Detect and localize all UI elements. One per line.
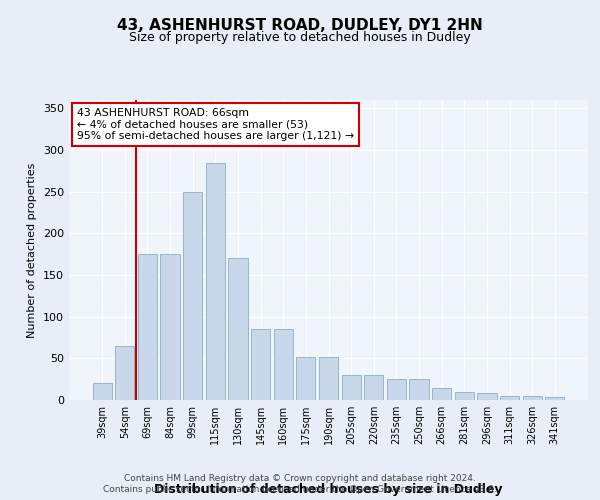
Bar xyxy=(274,329,293,400)
Bar xyxy=(387,379,406,400)
Text: Contains HM Land Registry data © Crown copyright and database right 2024.
Contai: Contains HM Land Registry data © Crown c… xyxy=(103,474,497,494)
Bar xyxy=(523,396,542,400)
Text: Size of property relative to detached houses in Dudley: Size of property relative to detached ho… xyxy=(129,31,471,44)
Bar xyxy=(500,396,519,400)
Bar xyxy=(432,388,451,400)
Bar xyxy=(319,356,338,400)
Bar xyxy=(545,396,565,400)
X-axis label: Distribution of detached houses by size in Dudley: Distribution of detached houses by size … xyxy=(154,483,503,496)
Bar xyxy=(409,379,428,400)
Bar xyxy=(251,329,270,400)
Bar xyxy=(206,162,225,400)
Bar xyxy=(115,346,134,400)
Bar xyxy=(92,384,112,400)
Text: 43, ASHENHURST ROAD, DUDLEY, DY1 2HN: 43, ASHENHURST ROAD, DUDLEY, DY1 2HN xyxy=(117,18,483,32)
Bar xyxy=(455,392,474,400)
Bar xyxy=(229,258,248,400)
Bar xyxy=(296,356,316,400)
Text: 43 ASHENHURST ROAD: 66sqm
← 4% of detached houses are smaller (53)
95% of semi-d: 43 ASHENHURST ROAD: 66sqm ← 4% of detach… xyxy=(77,108,354,140)
Bar xyxy=(477,394,497,400)
Bar xyxy=(341,375,361,400)
Bar xyxy=(364,375,383,400)
Y-axis label: Number of detached properties: Number of detached properties xyxy=(28,162,37,338)
Bar xyxy=(183,192,202,400)
Bar xyxy=(160,254,180,400)
Bar xyxy=(138,254,157,400)
